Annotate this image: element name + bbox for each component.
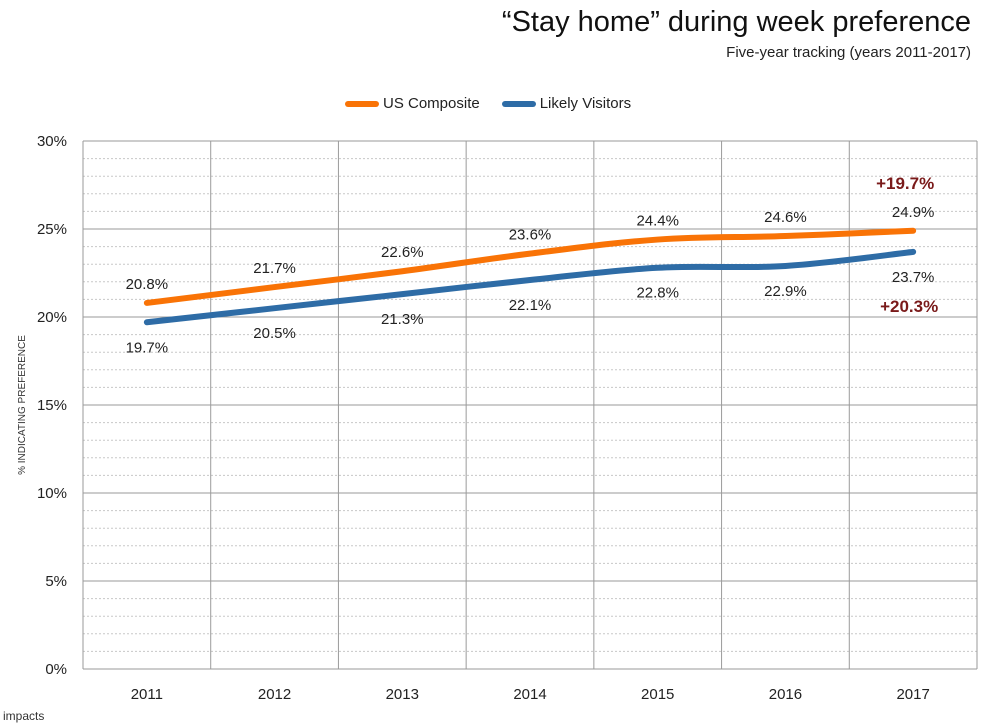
y-tick-label: 10%: [37, 485, 67, 502]
x-tick-label: 2015: [641, 686, 674, 703]
data-label-likely-visitors: 22.8%: [636, 285, 679, 302]
legend-label-likely-visitors: Likely Visitors: [539, 95, 632, 112]
legend-label-us-composite: US Composite: [383, 95, 480, 112]
data-label-likely-visitors: 22.1%: [509, 297, 552, 314]
x-tick-label: 2013: [386, 686, 419, 703]
y-tick-label: 0%: [45, 661, 67, 678]
change-annotation-us-composite: +19.7%: [876, 174, 934, 193]
data-label-likely-visitors: 20.5%: [253, 325, 296, 342]
y-tick-label: 5%: [45, 573, 67, 590]
chart-title: “Stay home” during week preference: [501, 6, 971, 38]
x-tick-label: 2011: [131, 686, 163, 703]
y-axis-label: % INDICATING PREFERENCE: [17, 335, 28, 475]
legend: US Composite Likely Visitors: [345, 95, 631, 112]
x-tick-label: 2014: [513, 686, 546, 703]
x-tick-label: 2012: [258, 686, 291, 703]
data-label-us-composite: 24.4%: [636, 213, 679, 230]
brand-logo: impacts: [3, 709, 45, 723]
legend-swatch-us-composite: [345, 100, 379, 107]
data-label-likely-visitors: 23.7%: [892, 269, 935, 286]
data-label-us-composite: 20.8%: [126, 276, 169, 293]
data-label-likely-visitors: 22.9%: [764, 283, 807, 300]
data-label-us-composite: 24.6%: [764, 209, 807, 226]
y-tick-label: 30%: [37, 133, 67, 150]
legend-item-likely-visitors: Likely Visitors: [501, 95, 632, 112]
y-tick-label: 25%: [37, 221, 67, 238]
y-tick-label: 20%: [37, 309, 67, 326]
data-label-us-composite: 24.9%: [892, 204, 935, 221]
legend-swatch-likely-visitors: [501, 100, 536, 107]
legend-item-us-composite: US Composite: [345, 95, 480, 112]
data-label-likely-visitors: 21.3%: [381, 311, 424, 328]
data-label-likely-visitors: 19.7%: [126, 339, 169, 356]
x-tick-label: 2016: [769, 686, 802, 703]
data-label-us-composite: 23.6%: [509, 227, 552, 244]
data-label-us-composite: 22.6%: [381, 244, 424, 261]
x-tick-label: 2017: [896, 686, 929, 703]
chart-subtitle: Five-year tracking (years 2011-2017): [726, 44, 971, 61]
change-annotation-likely-visitors: +20.3%: [880, 297, 938, 316]
data-label-us-composite: 21.7%: [253, 260, 296, 277]
y-tick-label: 15%: [37, 397, 67, 414]
